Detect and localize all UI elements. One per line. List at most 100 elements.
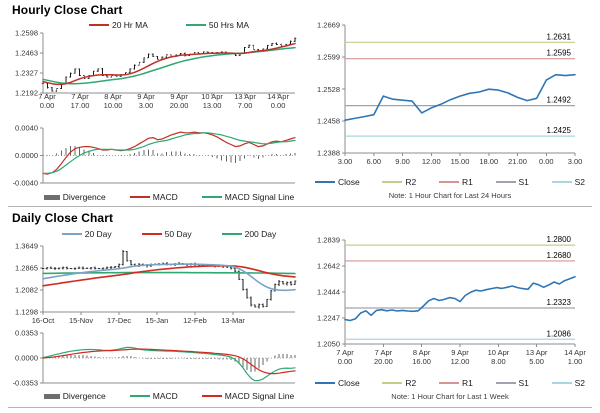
svg-text:14 Apr: 14 Apr [267,92,289,101]
legend-item-s2: S2 [551,378,585,388]
legend-label: S2 [574,378,585,388]
line-swatch-icon [495,382,516,384]
svg-text:12-Feb: 12-Feb [183,316,207,325]
svg-text:1.2050: 1.2050 [317,340,340,349]
svg-text:1.2082: 1.2082 [15,286,38,295]
svg-text:15-Nov: 15-Nov [69,316,93,325]
weekly-pivot-legend: Close R2 R1 S1 S2 [305,378,595,388]
svg-text:17.00: 17.00 [71,101,90,110]
legend-label: 20 Day [84,229,112,239]
svg-text:20.00: 20.00 [374,357,393,366]
svg-text:0.00: 0.00 [338,357,353,366]
hourly-macd-chart: 0.0040 0.0000 -0.0040 [13,124,296,188]
svg-text:0.0040: 0.0040 [15,124,38,133]
svg-text:15-Jan: 15-Jan [145,316,168,325]
svg-text:0.0000: 0.0000 [15,151,38,160]
legend-label: R2 [405,378,417,388]
line-swatch-icon [315,382,335,384]
svg-text:1.2528: 1.2528 [317,85,340,94]
hourly-pivot-note: Note: 1 Hour Chart for Last 24 Hours [388,191,512,200]
svg-text:7.00: 7.00 [238,101,253,110]
svg-text:13-Mar: 13-Mar [221,316,245,325]
legend-item-macd: MACD [129,391,178,401]
svg-text:20.00: 20.00 [170,101,189,110]
legend-item-close: Close [315,378,360,388]
svg-text:9 Apr: 9 Apr [137,92,155,101]
svg-text:1.2680: 1.2680 [547,251,572,260]
legend-item-divergence: Divergence [43,391,106,401]
svg-text:7 Apr: 7 Apr [38,92,56,101]
legend-item-r2: R2 [382,378,416,388]
legend-item-divergence: Divergence [43,192,106,202]
svg-text:15.00: 15.00 [451,157,470,166]
legend-label: MACD Signal Line [224,391,295,401]
svg-text:9 Apr: 9 Apr [170,92,188,101]
svg-text:1.2327: 1.2327 [15,69,38,78]
svg-text:-0.0040: -0.0040 [13,179,38,188]
svg-text:3.00: 3.00 [338,157,353,166]
legend-label: Close [338,378,360,388]
svg-text:1.2669: 1.2669 [317,21,340,30]
svg-text:1.2323: 1.2323 [547,298,572,307]
legend-item-close: Close [315,177,360,187]
line-swatch-icon [141,233,162,235]
line-swatch-icon [201,395,222,397]
line-swatch-icon [201,196,222,198]
legend-label: R1 [461,378,473,388]
weekly-pivot-note: Note: 1 Hour Chart for Last 1 Week [391,392,509,401]
svg-text:1.2642: 1.2642 [317,262,340,271]
svg-text:16-Oct: 16-Oct [32,316,55,325]
svg-text:1.00: 1.00 [568,357,583,366]
svg-text:5.00: 5.00 [529,357,544,366]
svg-text:1.2458: 1.2458 [317,117,340,126]
svg-text:16.00: 16.00 [412,357,431,366]
bottom-divider [8,407,592,408]
line-swatch-icon [382,382,403,384]
svg-text:1.2865: 1.2865 [15,264,38,273]
svg-text:7 Apr: 7 Apr [336,348,354,357]
legend-item-r1: R1 [438,177,473,187]
line-swatch-icon [315,181,335,183]
svg-text:10 Apr: 10 Apr [488,348,510,357]
hourly-price-legend: 20 Hr MA 50 Hrs MA [43,20,295,30]
svg-text:8 Apr: 8 Apr [104,92,122,101]
svg-text:1.2425: 1.2425 [547,126,572,135]
svg-text:-0.0353: -0.0353 [13,379,38,388]
svg-text:0.00: 0.00 [271,101,286,110]
line-swatch-icon [438,181,459,183]
bar-swatch-icon [43,194,60,200]
svg-text:13 Apr: 13 Apr [234,92,256,101]
line-swatch-icon [382,181,403,183]
svg-text:7 Apr: 7 Apr [375,348,393,357]
svg-text:8.00: 8.00 [491,357,506,366]
daily-macd-chart: 0.0353 0.0000 -0.0353 [13,329,296,388]
svg-text:1.2598: 1.2598 [15,29,38,38]
svg-text:10 Apr: 10 Apr [201,92,223,101]
svg-text:1.2444: 1.2444 [317,288,340,297]
hourly-section-title: Hourly Close Chart [12,3,123,17]
svg-text:14 Apr: 14 Apr [564,348,586,357]
svg-text:3.00: 3.00 [139,101,154,110]
hourly-macd-legend: Divergence MACD MACD Signal Line [43,192,295,202]
line-swatch-icon [551,382,572,384]
line-swatch-icon [185,24,206,26]
svg-text:0.0000: 0.0000 [15,354,38,363]
legend-label: Divergence [62,192,106,202]
svg-text:9 Apr: 9 Apr [451,348,469,357]
legend-label: MACD [152,391,178,401]
svg-text:21.00: 21.00 [508,157,527,166]
svg-text:9.00: 9.00 [395,157,410,166]
daily-price-legend: 20 Day 50 Day 200 Day [43,229,295,239]
line-swatch-icon [495,181,516,183]
svg-text:13 Apr: 13 Apr [526,348,548,357]
svg-text:1.1298: 1.1298 [15,308,38,317]
legend-label: 20 Hr MA [111,20,148,30]
legend-item-20-day: 20 Day [61,229,112,239]
svg-text:10.00: 10.00 [104,101,123,110]
legend-item-macd: MACD [129,192,178,202]
svg-text:0.00: 0.00 [40,101,55,110]
